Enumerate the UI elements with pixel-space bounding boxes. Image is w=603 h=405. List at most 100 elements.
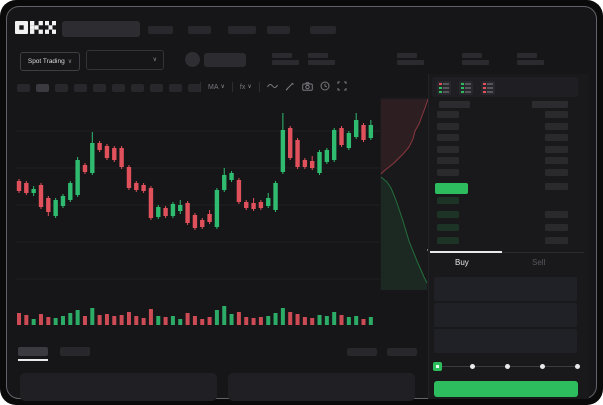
- chevron-down-icon: ∨: [152, 57, 157, 63]
- slider-stop-100pct[interactable]: [575, 364, 580, 369]
- bid-price-3[interactable]: [437, 224, 459, 231]
- ask-price-4[interactable]: [437, 146, 459, 153]
- last-price-amount: [545, 183, 568, 190]
- book-bids-icon[interactable]: [459, 81, 473, 95]
- bid-amount-4: [545, 237, 568, 244]
- order-book-toolbar: [432, 77, 578, 97]
- ask-price-6[interactable]: [437, 169, 459, 176]
- pair-name-placeholder[interactable]: [204, 53, 246, 67]
- volume-bar: [68, 313, 73, 325]
- ask-price-2[interactable]: [437, 123, 459, 130]
- volume-bar: [46, 317, 51, 325]
- volume-bar: [17, 313, 21, 325]
- draw-pencil-icon[interactable]: [285, 81, 295, 93]
- candle-body: [16, 181, 22, 191]
- bid-price-4[interactable]: [437, 237, 459, 244]
- candle-body: [90, 143, 95, 173]
- candle-body: [38, 185, 44, 207]
- line-style-icon[interactable]: [266, 82, 278, 92]
- depth-asks-area: [381, 99, 428, 174]
- candle-body: [112, 148, 117, 160]
- slider-stop-75pct[interactable]: [540, 364, 545, 369]
- slider-stop-50pct[interactable]: [505, 364, 510, 369]
- tab-buy[interactable]: Buy: [455, 258, 469, 267]
- book-combined-icon[interactable]: [437, 81, 451, 95]
- divider: [231, 82, 233, 92]
- nav-item-3[interactable]: [228, 26, 256, 34]
- timeframe-button-2[interactable]: [36, 83, 49, 92]
- search-input[interactable]: [62, 21, 140, 37]
- buy-submit-button[interactable]: [434, 381, 578, 397]
- volume-bar: [266, 316, 271, 325]
- volume-bar: [97, 315, 102, 325]
- bid-price-1[interactable]: [437, 197, 459, 204]
- volume-bar: [60, 316, 65, 325]
- candle-body: [119, 148, 124, 167]
- fullscreen-icon[interactable]: [337, 81, 347, 93]
- last-price-highlight[interactable]: [435, 183, 468, 194]
- stat-value-4: [462, 60, 489, 65]
- timeframe-button-7[interactable]: [131, 83, 144, 92]
- candle-body: [141, 185, 146, 191]
- candle-body: [82, 165, 88, 172]
- ma-indicator-button[interactable]: MA ∨: [208, 84, 225, 91]
- okx-logo-icon[interactable]: [15, 21, 56, 40]
- candlestick-chart[interactable]: [14, 96, 434, 336]
- ask-price-1[interactable]: [437, 111, 459, 118]
- candle-body: [302, 160, 308, 167]
- volume-bar: [104, 314, 109, 325]
- bid-price-2[interactable]: [437, 211, 459, 218]
- timeframe-button-3[interactable]: [55, 83, 68, 92]
- volume-bar: [141, 318, 146, 325]
- pair-dropdown[interactable]: ∨: [86, 50, 164, 70]
- nav-item-1[interactable]: [148, 26, 173, 34]
- candle-body: [53, 200, 58, 216]
- tab-sell[interactable]: Sell: [532, 258, 546, 267]
- candle-body: [229, 173, 234, 180]
- volume-bar: [332, 312, 337, 325]
- candle-body: [104, 146, 110, 158]
- candle-body: [310, 161, 315, 168]
- volume-bar: [339, 315, 344, 325]
- ask-amount-1: [545, 111, 568, 118]
- timeframe-button-4[interactable]: [74, 83, 87, 92]
- timeframe-button-10[interactable]: [188, 83, 201, 92]
- candle-body: [178, 205, 183, 211]
- volume-bar: [185, 313, 190, 325]
- nav-item-4[interactable]: [267, 26, 290, 34]
- bottom-action-1[interactable]: [347, 348, 377, 356]
- slider-stop-25pct[interactable]: [470, 364, 475, 369]
- nav-item-5[interactable]: [310, 26, 336, 34]
- timeframe-button-6[interactable]: [112, 83, 125, 92]
- candle-body: [214, 190, 220, 227]
- candle-body: [68, 183, 73, 200]
- volume-bar: [207, 317, 212, 325]
- timeframe-button-5[interactable]: [93, 83, 106, 92]
- ask-amount-4: [545, 146, 568, 153]
- candle-body: [251, 203, 256, 209]
- fx-indicator-button[interactable]: fx ∨: [240, 84, 252, 91]
- book-asks-icon[interactable]: [481, 81, 495, 95]
- amount-slider-handle[interactable]: [433, 362, 442, 371]
- order-input-1[interactable]: [434, 277, 577, 301]
- bottom-tab-2[interactable]: [60, 347, 90, 356]
- camera-icon[interactable]: [301, 81, 313, 93]
- candle-body: [97, 143, 102, 150]
- ask-price-5[interactable]: [437, 157, 459, 164]
- slider-handle-center: [436, 365, 439, 368]
- nav-item-2[interactable]: [188, 26, 211, 34]
- timeframe-button-9[interactable]: [169, 83, 182, 92]
- timeframe-button-1[interactable]: [17, 83, 30, 92]
- candle-body: [244, 202, 249, 208]
- ask-price-3[interactable]: [437, 134, 459, 141]
- volume-bar: [288, 312, 293, 325]
- order-input-2[interactable]: [434, 303, 577, 327]
- depth-bids-line: [380, 176, 428, 284]
- bottom-tab-1[interactable]: [18, 347, 48, 356]
- order-input-3[interactable]: [434, 329, 577, 353]
- history-clock-icon[interactable]: [320, 81, 330, 93]
- bottom-action-2[interactable]: [387, 348, 417, 356]
- timeframe-button-8[interactable]: [150, 83, 163, 92]
- market-type-selector[interactable]: Spot Trading ∨: [20, 52, 80, 71]
- book-header-amount: [532, 101, 568, 108]
